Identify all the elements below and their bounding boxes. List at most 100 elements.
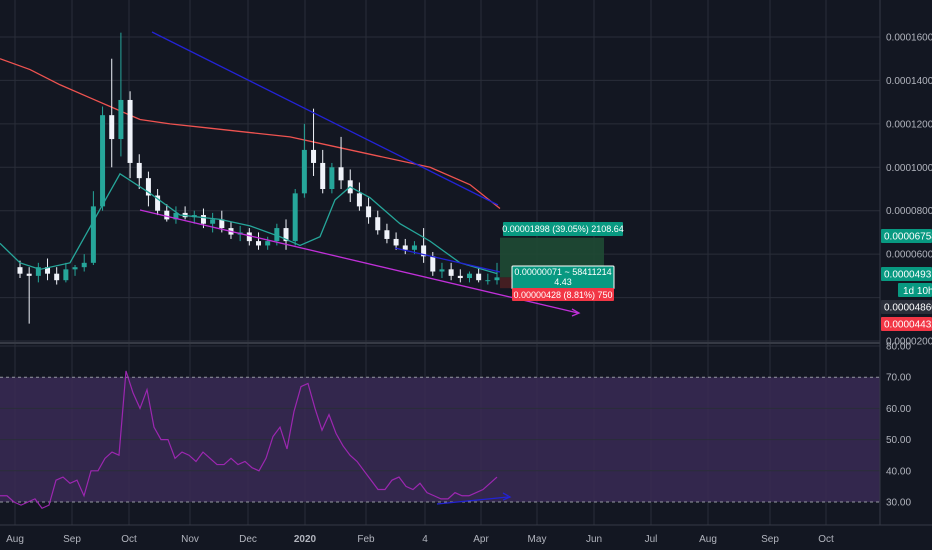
rsi-trendline-arrow xyxy=(502,492,512,501)
last-target-badge-text: 0.00006758 xyxy=(884,232,932,243)
inner-trendline[interactable] xyxy=(394,247,501,273)
time-tick-label: Sep xyxy=(761,534,779,545)
candle-body xyxy=(17,267,23,274)
candle-body xyxy=(402,245,408,250)
stop-price-badge: 0.00004432 xyxy=(881,317,932,331)
rsi-tick-label: 40.00 xyxy=(886,466,911,477)
stop-label-bg xyxy=(512,288,614,301)
candle-body xyxy=(274,228,280,242)
candle-body xyxy=(411,245,417,250)
rsi-tick-label: 70.00 xyxy=(886,373,911,384)
candle-body xyxy=(466,273,472,279)
candle-body xyxy=(329,167,335,189)
candle-body xyxy=(485,280,491,282)
target-label[interactable]: 0.00001898 (39.05%) 2108.64 xyxy=(502,222,624,236)
candle-body xyxy=(145,178,151,196)
candle-body xyxy=(301,149,307,194)
entry-price-badge-text: 0.00004860 xyxy=(884,303,932,314)
current-price-badge-text: 0.00004931 xyxy=(884,270,932,281)
candle-body xyxy=(210,219,216,224)
candle-body xyxy=(100,115,106,207)
candle-body xyxy=(265,241,271,246)
entry-price-badge-bg xyxy=(881,300,932,314)
upper-trendline[interactable] xyxy=(151,31,499,206)
candle-body xyxy=(109,115,115,140)
candle-body xyxy=(35,267,41,276)
current-price-badge-bg xyxy=(881,267,932,281)
candle-body xyxy=(457,275,463,279)
target-label-bg xyxy=(503,222,623,236)
candle-body xyxy=(384,230,390,239)
lower-trendline[interactable] xyxy=(139,209,579,314)
candle-body xyxy=(45,267,51,274)
countdown-badge-bg xyxy=(898,283,932,297)
entry-label-text-2: 4.43 xyxy=(554,277,572,287)
lower-trendline-arrow xyxy=(571,308,581,317)
rsi-line xyxy=(0,370,498,509)
time-tick-label: Apr xyxy=(473,534,489,545)
current-price-badge: 0.00004931 xyxy=(881,267,932,281)
rsi-trendline[interactable] xyxy=(436,496,509,505)
candle-body xyxy=(54,273,60,281)
candle-body xyxy=(375,217,381,231)
candle-body xyxy=(155,195,161,211)
time-tick-label: Jun xyxy=(586,534,602,545)
time-tick-label: Dec xyxy=(239,534,257,545)
candle-body xyxy=(200,215,206,224)
candle-body xyxy=(430,256,436,272)
time-tick-label: Aug xyxy=(699,534,717,545)
candle-body xyxy=(63,269,69,281)
candle-body xyxy=(256,241,261,246)
rsi-tick-label: 60.00 xyxy=(886,404,911,415)
time-tick-label: Sep xyxy=(63,534,81,545)
time-tick-label: Oct xyxy=(121,534,137,545)
candle-body xyxy=(439,269,445,272)
candle-body xyxy=(448,269,454,276)
candle-body xyxy=(494,277,500,281)
time-tick-label: Oct xyxy=(818,534,834,545)
candle-body xyxy=(292,193,298,242)
countdown-badge: 1d 10h xyxy=(898,283,932,297)
time-tick-label: Feb xyxy=(357,534,375,545)
candle-body xyxy=(320,162,326,189)
stop-label-text: 0.00000428 (8.81%) 750 xyxy=(513,290,612,300)
ma-long-line xyxy=(0,58,501,210)
candle-body xyxy=(127,99,133,163)
candle-body xyxy=(338,167,344,181)
candle-body xyxy=(246,232,252,242)
stop-label[interactable]: 0.00000428 (8.81%) 750 xyxy=(512,288,614,301)
time-tick-label: 4 xyxy=(422,534,428,545)
rsi-tick-label: 80.00 xyxy=(886,342,911,353)
time-tick-label: 2020 xyxy=(294,534,317,545)
target-label-text: 0.00001898 (39.05%) 2108.64 xyxy=(502,224,624,234)
candle-body xyxy=(90,206,96,263)
rsi-tick-label: 50.00 xyxy=(886,435,911,446)
entry-label-text-1: 0.00000071 ~ 58411214 xyxy=(514,267,611,277)
candle-body xyxy=(366,206,372,218)
price-axis[interactable] xyxy=(880,0,932,525)
rsi-tick-label: 30.00 xyxy=(886,498,911,509)
ma-short-line xyxy=(0,172,498,275)
candle-body xyxy=(81,262,87,268)
last-target-badge-bg xyxy=(881,229,932,243)
time-tick-label: May xyxy=(528,534,547,545)
candle-body xyxy=(118,99,124,140)
candle-body xyxy=(356,193,362,207)
candle-body xyxy=(311,149,317,163)
countdown-badge-text: 1d 10h xyxy=(903,286,932,297)
candle-body xyxy=(219,219,225,229)
time-axis[interactable] xyxy=(0,525,932,550)
stop-price-badge-bg xyxy=(881,317,932,331)
candle-body xyxy=(283,228,289,242)
time-tick-label: Jul xyxy=(645,534,658,545)
candle-body xyxy=(26,273,32,276)
